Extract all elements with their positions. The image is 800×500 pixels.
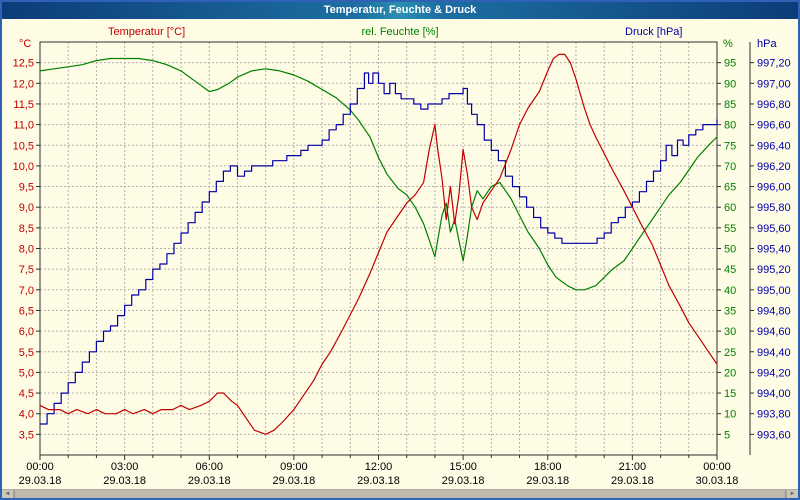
temperature-tick-label: 11,0 [13,120,34,132]
time-tick-label: 00:00 [703,461,731,473]
date-tick-label: 29.03.18 [442,475,485,487]
window-title-bar: Temperatur, Feuchte & Druck [2,2,798,19]
pressure-tick-label: 995,40 [757,244,791,256]
humidity-tick-label: 90 [724,78,736,90]
time-tick-label: 18:00 [534,461,562,473]
pressure-tick-label: 993,80 [757,409,791,421]
humidity-tick-label: 50 [724,244,736,256]
date-tick-label: 29.03.18 [19,475,62,487]
temperature-tick-label: 12,5 [13,58,34,70]
pressure-tick-label: 997,20 [757,58,791,70]
temperature-tick-label: 8,5 [19,223,34,235]
temperature-tick-label: 7,0 [19,285,34,297]
date-tick-label: 29.03.18 [357,475,400,487]
pressure-tick-label: 996,40 [757,140,791,152]
date-tick-label: 29.03.18 [103,475,146,487]
temperature-tick-label: 8,0 [19,244,34,256]
temperature-tick-label: 11,5 [13,99,34,111]
temperature-tick-label: 7,5 [19,264,34,276]
pressure-tick-label: 993,60 [757,429,791,441]
date-tick-label: 30.03.18 [696,475,739,487]
pressure-tick-label: 997,00 [757,78,791,90]
humidity-tick-label: 20 [724,367,736,379]
scrollbar-thumb[interactable] [14,490,786,498]
humidity-tick-label: 25 [724,347,736,359]
temperature-tick-label: 10,5 [13,140,34,152]
pressure-tick-label: 996,00 [757,182,791,194]
time-tick-label: 09:00 [280,461,308,473]
temperature-tick-label: 5,0 [19,367,34,379]
pressure-tick-label: 994,60 [757,326,791,338]
temperature-tick-label: 9,0 [19,202,34,214]
humidity-unit-label: % [723,38,733,50]
pressure-tick-label: 994,80 [757,305,791,317]
time-tick-label: 15:00 [449,461,477,473]
temperature-axis-title: Temperatur [°C] [108,26,186,38]
date-tick-label: 29.03.18 [272,475,315,487]
temperature-tick-label: 10,0 [13,161,34,173]
humidity-series-line [39,57,718,291]
time-tick-label: 12:00 [365,461,393,473]
pressure-unit-label: hPa [757,38,777,50]
pressure-tick-label: 996,80 [757,99,791,111]
pressure-series-line [40,72,718,425]
date-tick-label: 29.03.18 [611,475,654,487]
time-tick-label: 21:00 [619,461,647,473]
date-tick-label: 29.03.18 [188,475,231,487]
temperature-tick-label: 4,0 [19,409,34,421]
time-scrollbar[interactable]: ◄ ► [2,489,798,498]
time-tick-label: 03:00 [111,461,139,473]
humidity-tick-label: 30 [724,326,736,338]
scrollbar-right-arrow-button[interactable]: ► [786,490,798,498]
pressure-tick-label: 995,60 [757,223,791,235]
pressure-axis-title: Druck [hPa] [625,26,683,38]
temperature-series-line [39,53,718,435]
humidity-tick-label: 10 [724,409,736,421]
temperature-tick-label: 12,0 [13,78,34,90]
time-tick-label: 00:00 [26,461,54,473]
time-tick-label: 06:00 [195,461,223,473]
humidity-tick-label: 35 [724,305,736,317]
humidity-axis-title: rel. Feuchte [%] [361,26,439,38]
humidity-tick-label: 15 [724,388,736,400]
pressure-tick-label: 994,00 [757,388,791,400]
temperature-tick-label: 3,5 [19,429,34,441]
pressure-tick-label: 995,20 [757,264,791,276]
date-tick-label: 29.03.18 [526,475,569,487]
humidity-tick-label: 95 [724,58,736,70]
temperature-unit-label: °C [19,38,32,50]
temperature-tick-label: 9,5 [19,182,34,194]
humidity-tick-label: 55 [724,223,736,235]
temperature-tick-label: 4,5 [19,388,34,400]
temperature-tick-label: 6,0 [19,326,34,338]
pressure-tick-label: 995,00 [757,285,791,297]
humidity-tick-label: 45 [724,264,736,276]
humidity-tick-label: 80 [724,120,736,132]
pressure-tick-label: 996,60 [757,120,791,132]
pressure-tick-label: 995,80 [757,202,791,214]
humidity-tick-label: 40 [724,285,736,297]
pressure-tick-label: 996,20 [757,161,791,173]
humidity-tick-label: 5 [724,429,730,441]
humidity-tick-label: 65 [724,182,736,194]
scrollbar-left-arrow-button[interactable]: ◄ [2,490,14,498]
pressure-tick-label: 994,20 [757,367,791,379]
temperature-tick-label: 5,5 [19,347,34,359]
window-title: Temperatur, Feuchte & Druck [323,4,477,16]
humidity-tick-label: 85 [724,99,736,111]
temperature-tick-label: 6,5 [19,305,34,317]
humidity-tick-label: 75 [724,140,736,152]
pressure-tick-label: 994,40 [757,347,791,359]
humidity-tick-label: 60 [724,202,736,214]
humidity-tick-label: 70 [724,161,736,173]
